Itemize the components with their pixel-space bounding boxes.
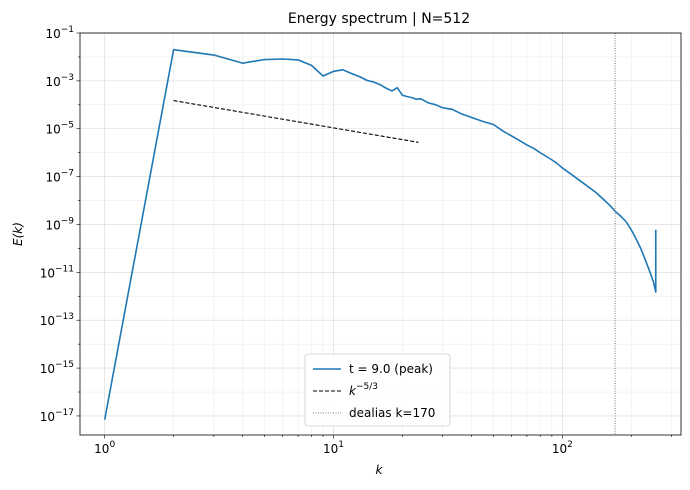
y-axis-label-group: E(k) <box>11 222 25 246</box>
legend-box <box>304 353 451 427</box>
x-tick-label: 102 <box>552 440 573 456</box>
y-tick-label: 10−5 <box>45 121 74 137</box>
axis-ticks: 100 101 102 10−1 10−3 10−5 10−7 10−9 10−11 10−13 1… <box>40 25 672 456</box>
kolmogorov-reference-line <box>173 100 419 143</box>
y-tick-label: 10−15 <box>40 360 74 376</box>
chart-title: Energy spectrum | N=512 <box>288 11 470 27</box>
legend: t = 9.0 (peak) k−5/3 dealias k=170 <box>304 353 451 427</box>
x-tick-label: 100 <box>94 440 115 456</box>
y-tick-label: 10−17 <box>40 408 74 424</box>
plot-area <box>103 33 657 435</box>
y-tick-label: 10−1 <box>45 25 74 41</box>
axes-frame <box>79 32 682 436</box>
y-tick-label: 10−3 <box>45 73 74 89</box>
x-axis-label: k <box>376 463 384 477</box>
x-tick-label: 101 <box>323 440 344 456</box>
y-tick-label: 10−7 <box>45 169 74 185</box>
y-tick-label: 10−11 <box>40 264 74 280</box>
spectrum-line <box>103 48 657 420</box>
y-axis-label: E(k) <box>11 222 25 246</box>
y-tick-label: 10−13 <box>40 312 74 328</box>
y-tick-label: 10−9 <box>45 216 74 232</box>
legend-label: t = 9.0 (peak) <box>349 362 433 376</box>
legend-label: k−5/3 <box>349 382 378 398</box>
legend-label: dealias k=170 <box>349 406 435 420</box>
